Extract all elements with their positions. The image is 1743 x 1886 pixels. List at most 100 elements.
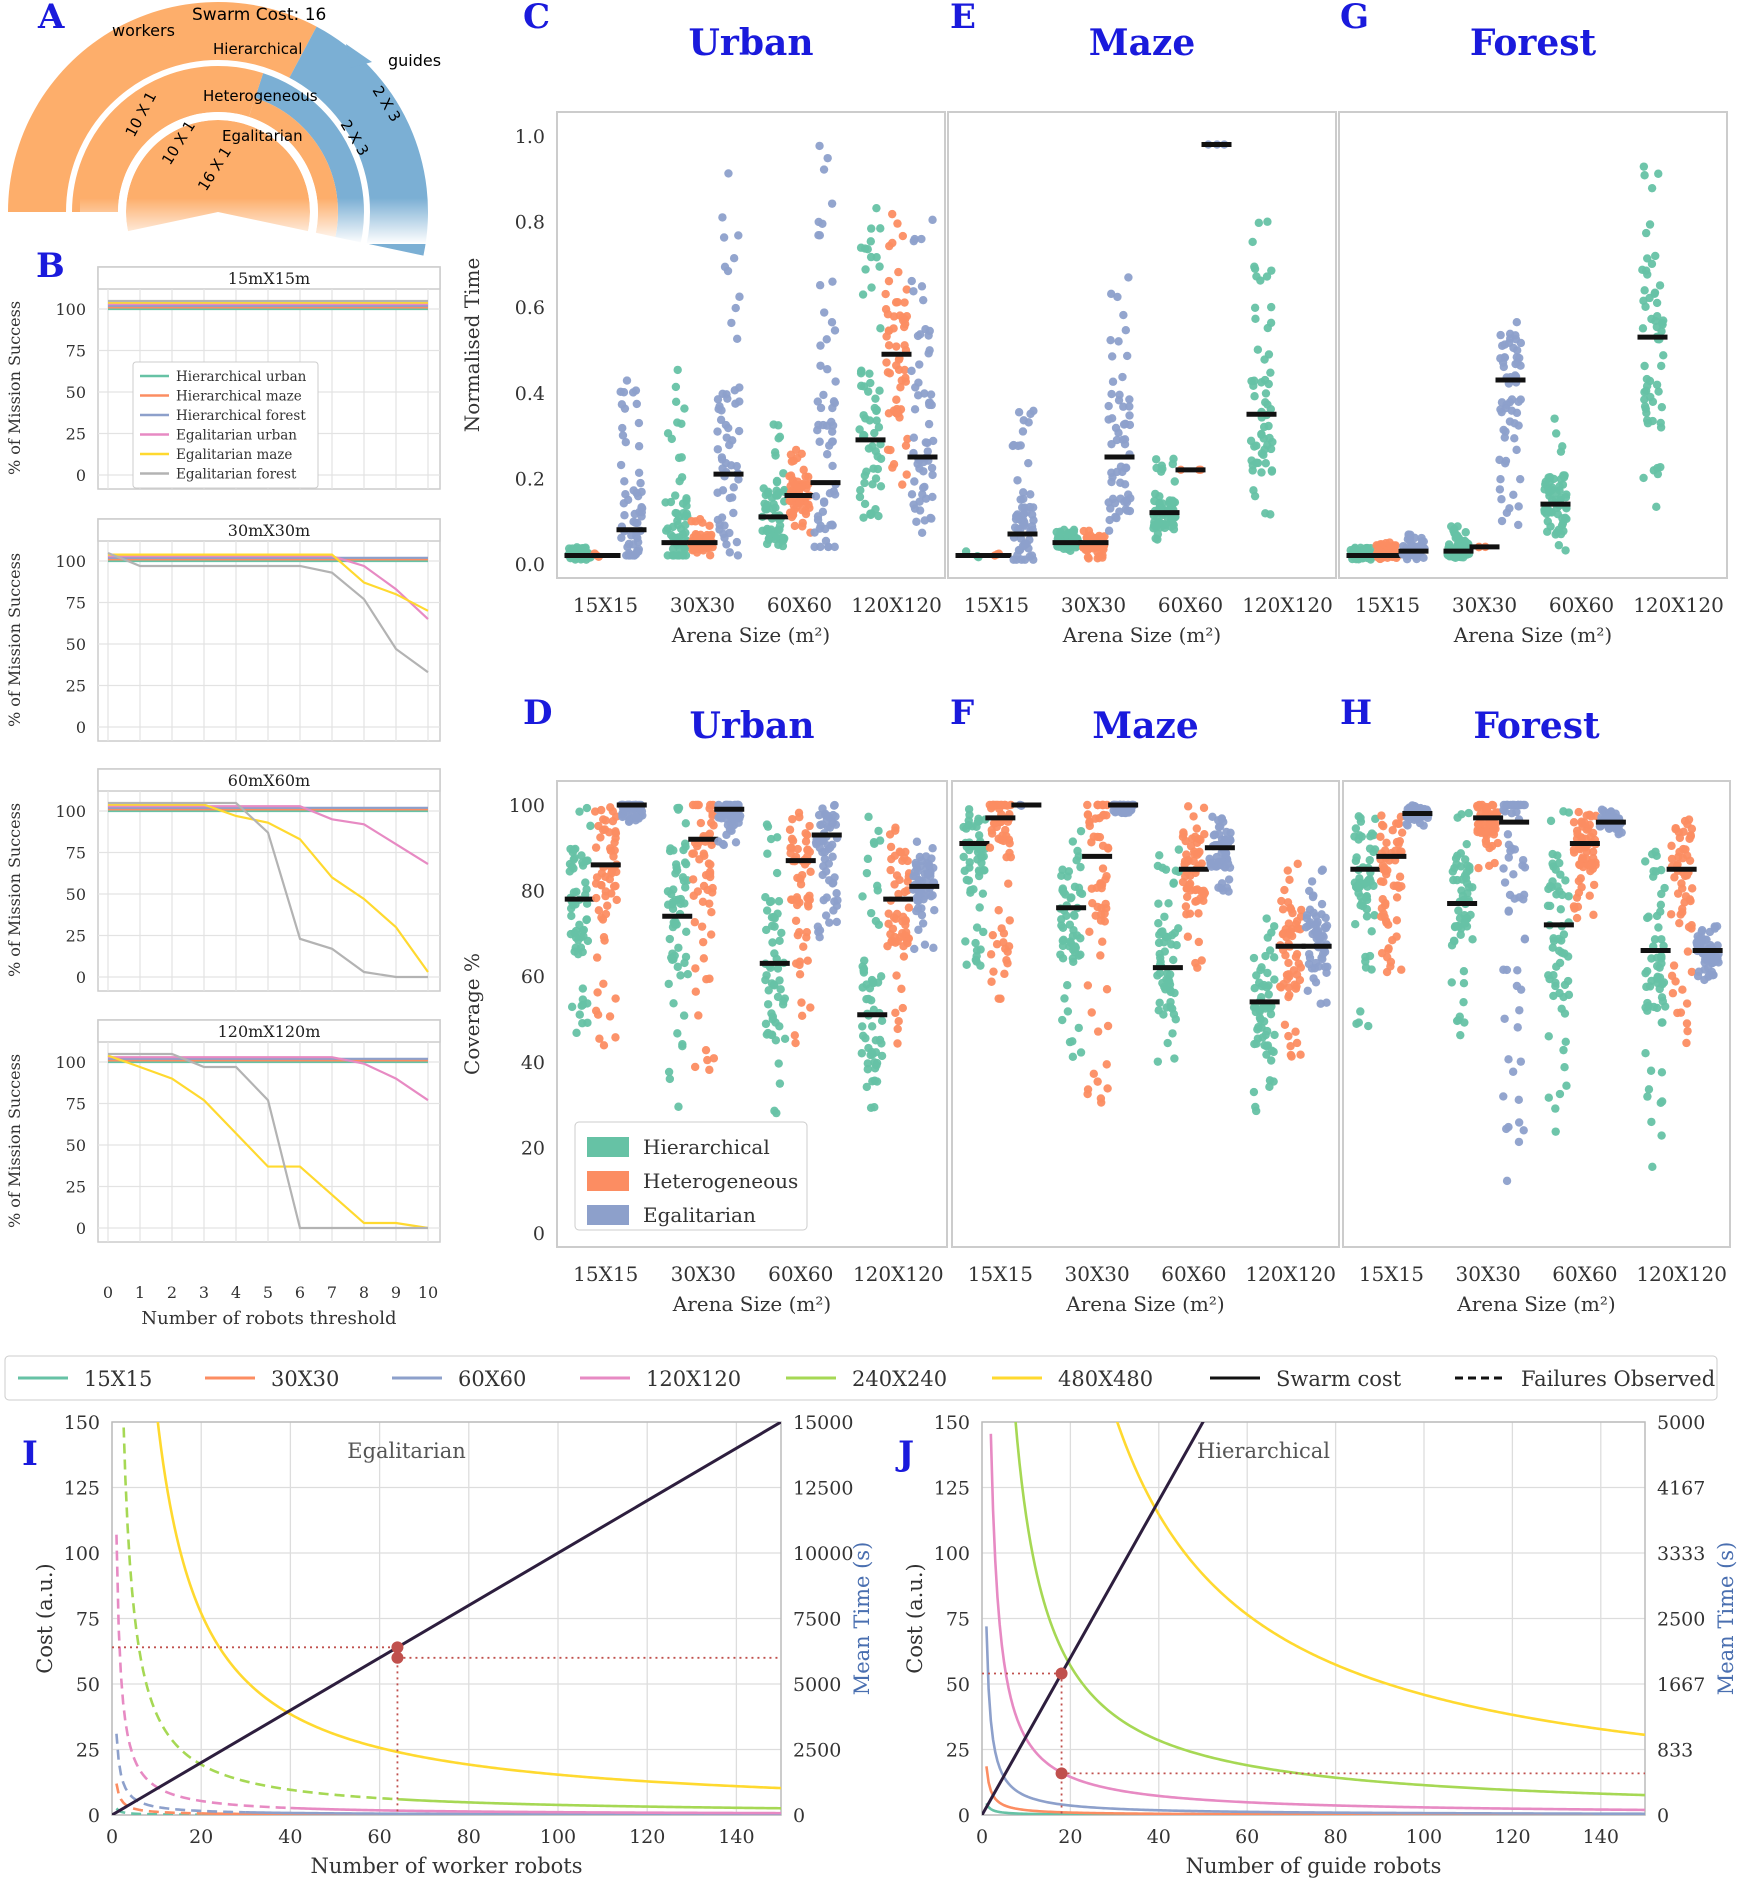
data-point	[1155, 851, 1164, 860]
data-point	[802, 927, 812, 937]
y-tick-label: 0	[76, 1219, 86, 1238]
data-point	[1545, 881, 1555, 891]
data-point	[883, 310, 893, 319]
data-point	[1687, 924, 1696, 933]
data-point	[1076, 934, 1085, 943]
size-legend: 15X15 30X30 60X60 120X120 240X240 480X480 Swar…	[4, 1355, 1718, 1401]
data-point	[891, 408, 900, 417]
legend-swatch	[587, 1171, 629, 1191]
data-point	[923, 870, 932, 879]
data-point	[974, 816, 984, 826]
data-point	[1518, 855, 1528, 865]
data-point	[1641, 857, 1650, 866]
data-point	[680, 858, 690, 867]
heterogeneous-ring-label: Heterogeneous	[203, 87, 318, 105]
data-point	[593, 1010, 603, 1019]
data-point	[810, 528, 819, 537]
data-point	[679, 845, 688, 855]
optimum-cost-marker	[1055, 1667, 1068, 1680]
data-point	[1270, 1030, 1279, 1040]
data-point	[1264, 379, 1273, 389]
data-point	[633, 533, 642, 543]
data-point	[1321, 913, 1330, 923]
data-point	[1098, 811, 1108, 820]
data-point	[1360, 544, 1370, 553]
data-point	[1380, 846, 1390, 855]
x-tick-label: 1	[135, 1283, 145, 1302]
y-axis-label: Cost (a.u.)	[33, 1563, 57, 1673]
data-point	[1364, 1021, 1373, 1031]
y-tick-label: 0.0	[515, 554, 545, 576]
data-point	[689, 545, 699, 554]
data-point	[1168, 459, 1177, 469]
x-tick-label: 60X60	[1158, 593, 1223, 617]
data-point	[1249, 953, 1259, 963]
data-point	[718, 213, 727, 222]
data-point	[1496, 330, 1505, 340]
y-tick-label: 1.0	[515, 126, 545, 148]
data-point	[1514, 421, 1523, 430]
data-point	[917, 889, 926, 898]
data-point	[704, 859, 714, 868]
data-point	[884, 341, 894, 350]
data-point	[1514, 800, 1523, 810]
data-point	[1071, 943, 1080, 953]
x-tick-label: 0	[976, 1826, 988, 1848]
data-point	[799, 465, 808, 475]
data-point	[876, 482, 886, 491]
data-point	[1500, 1014, 1509, 1023]
data-point	[1508, 1067, 1518, 1076]
data-point	[1589, 880, 1599, 890]
data-point	[1013, 441, 1023, 451]
panel-letter-a: A	[37, 0, 65, 37]
data-point	[971, 955, 981, 965]
data-point	[1403, 821, 1412, 830]
data-point	[1252, 971, 1261, 980]
data-point	[1687, 967, 1697, 977]
data-point	[816, 361, 825, 370]
data-point	[913, 391, 923, 400]
guides-label: guides	[388, 51, 441, 70]
panel-letter-c: C	[523, 0, 550, 37]
data-point	[1154, 1006, 1163, 1015]
data-point	[599, 1041, 609, 1050]
x-tick-label: 60X60	[768, 1262, 833, 1286]
series-line	[108, 555, 429, 620]
data-point	[972, 923, 982, 932]
data-point	[1068, 837, 1078, 846]
data-point	[813, 426, 822, 435]
data-point	[1018, 503, 1027, 512]
y-tick-label: 75	[66, 1095, 86, 1114]
data-point	[1307, 877, 1317, 886]
data-point	[883, 445, 893, 455]
data-point	[1284, 992, 1293, 1002]
data-point	[599, 979, 608, 988]
data-point	[1496, 475, 1505, 484]
data-point	[1710, 924, 1720, 933]
data-point	[1502, 508, 1512, 517]
data-point	[1016, 495, 1025, 504]
data-point	[677, 453, 686, 462]
data-point	[1351, 919, 1360, 929]
data-point	[1320, 923, 1329, 932]
x-tick-label: 15X15	[964, 593, 1029, 617]
data-point	[1250, 303, 1260, 313]
data-point	[1151, 455, 1161, 464]
data-point	[988, 802, 998, 811]
data-point	[804, 902, 813, 911]
data-point	[1394, 819, 1404, 828]
data-point	[1270, 975, 1279, 984]
data-point	[866, 252, 876, 262]
data-point	[1111, 423, 1121, 433]
data-point	[578, 984, 588, 993]
data-point	[735, 292, 744, 301]
data-point	[764, 986, 773, 995]
data-point	[1083, 981, 1093, 990]
data-point	[1093, 1077, 1102, 1086]
data-point	[1392, 893, 1402, 902]
data-point	[1667, 971, 1677, 981]
data-point	[1152, 463, 1161, 473]
subplot-title: 15mX15m	[228, 269, 310, 288]
data-point	[864, 812, 873, 822]
data-point	[1276, 983, 1286, 992]
